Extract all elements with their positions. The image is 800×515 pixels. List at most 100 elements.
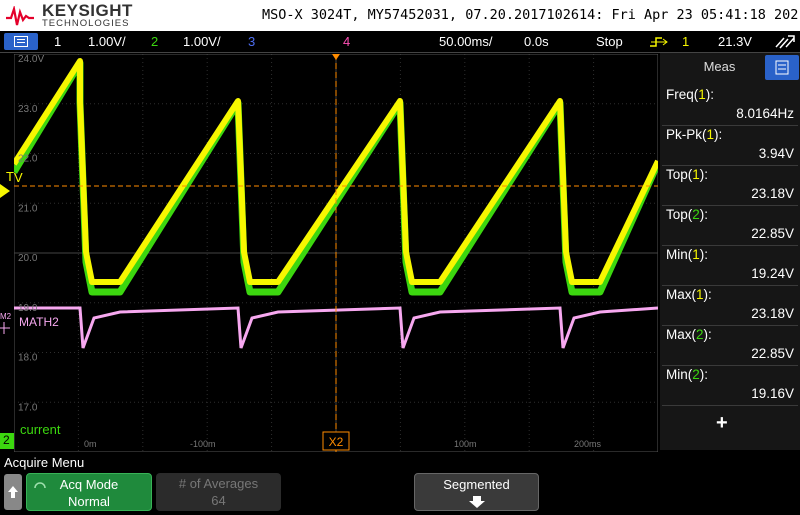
meas-value: 3.94V — [758, 146, 794, 161]
waveform-traces — [14, 58, 658, 349]
ch1-number[interactable]: 1 — [54, 34, 62, 49]
up-arrow-icon — [8, 486, 18, 498]
status-bar: 1 1.00V/ 2 1.00V/ 3 4 50.00ms/ 0.0s Stop… — [0, 31, 800, 53]
meas-value: 22.85V — [751, 346, 794, 361]
meas-label[interactable]: Top(1): — [666, 167, 708, 182]
acq-mode-label: Acq Mode — [59, 477, 119, 492]
meas-label-suffix: ): — [699, 367, 709, 382]
meas-tab[interactable]: Meas — [703, 59, 736, 74]
meas-divider — [662, 165, 798, 166]
time-labels: 0m -100m 100m 200ms — [84, 439, 602, 449]
averages-softkey[interactable]: # of Averages 64 — [156, 473, 281, 511]
segmented-label: Segmented — [443, 477, 510, 492]
meas-channel: 1 — [698, 87, 706, 102]
meas-divider — [662, 245, 798, 246]
voltage-tick-label: 20.0 — [18, 253, 38, 264]
brand-subtitle: TECHNOLOGIES — [42, 18, 130, 29]
device-info: MSO-X 3024T, MY57452031, 07.20.201710261… — [262, 7, 800, 23]
time-tick-label: 0m — [84, 439, 97, 449]
meas-label-text: Min( — [666, 367, 693, 382]
cursor-x2-label: X2 — [329, 435, 344, 449]
meas-divider — [662, 285, 798, 286]
meas-value: 23.18V — [751, 186, 794, 201]
trigger-position-marker[interactable] — [332, 54, 340, 60]
waveform-graticule[interactable]: 24.0V 23.0 22.0 21.0 20.0 19.0 18.0 17.0 0m -100… — [14, 54, 658, 452]
meas-label[interactable]: Freq(1): — [666, 87, 714, 102]
trigger-level-marker[interactable]: T V — [0, 169, 23, 204]
meas-label-suffix: ): — [714, 127, 723, 142]
averages-value: 64 — [211, 493, 226, 508]
ch4-number[interactable]: 4 — [343, 34, 351, 49]
voltage-tick-label: 23.0 — [18, 104, 38, 115]
main-menu-button[interactable] — [4, 33, 38, 50]
rotary-knob-icon — [34, 482, 46, 489]
time-tick-label: 100m — [454, 439, 477, 449]
level-v-marker: V — [14, 170, 23, 185]
meas-label-suffix: ): — [699, 167, 709, 182]
meas-label-suffix: ): — [703, 327, 712, 342]
meas-label-text: Max( — [666, 327, 696, 342]
add-measurement-button[interactable]: + — [716, 412, 728, 434]
acq-mode-softkey[interactable]: Acq Mode Normal — [26, 473, 152, 511]
current-label: current — [20, 422, 61, 437]
meas-divider — [662, 205, 798, 206]
averages-label: # of Averages — [178, 476, 259, 491]
run-state[interactable]: Stop — [596, 34, 623, 49]
meas-label[interactable]: Max(1): — [666, 287, 712, 302]
meas-label-suffix: ): — [705, 87, 715, 102]
meas-channel: 1 — [696, 287, 704, 302]
acq-mode-value: Normal — [68, 494, 110, 509]
down-arrow-icon — [469, 496, 485, 508]
segmented-softkey[interactable]: Segmented — [414, 473, 539, 511]
ch3-number[interactable]: 3 — [248, 34, 256, 49]
math2-label: MATH2 — [19, 315, 59, 329]
cursor-x2-tag[interactable] — [322, 431, 350, 451]
meas-label[interactable]: Min(2): — [666, 367, 708, 382]
trigger-edge-icon[interactable] — [649, 36, 669, 48]
math-channel-tag[interactable]: M2 — [0, 310, 14, 334]
ch1-marker-arrow — [0, 184, 10, 198]
ch2-ground-marker[interactable]: 2 — [0, 433, 14, 449]
voltage-tick-label: 18.0 — [18, 353, 38, 364]
meas-channel: 2 — [692, 367, 700, 382]
meas-channel: 1 — [692, 167, 700, 182]
meas-label-suffix: ): — [699, 207, 709, 222]
meas-channel: 2 — [692, 207, 700, 222]
measurements-panel — [660, 53, 800, 450]
voltage-labels: 24.0V 23.0 22.0 21.0 20.0 19.0 18.0 17.0 — [18, 54, 44, 413]
meas-label-suffix: ): — [703, 287, 712, 302]
time-tick-label: -100m — [190, 439, 216, 449]
meas-channel: 1 — [706, 127, 715, 142]
trigger-channel[interactable]: 1 — [682, 34, 690, 49]
meas-value: 19.16V — [751, 386, 794, 401]
trigger-level[interactable]: 21.3V — [718, 34, 752, 49]
panel-menu-icon — [775, 60, 789, 75]
meas-divider — [662, 365, 798, 366]
timebase-scale[interactable]: 50.00ms/ — [439, 34, 493, 49]
ch2-number[interactable]: 2 — [151, 34, 159, 49]
meas-label-suffix: ): — [699, 247, 709, 262]
meas-divider — [662, 405, 798, 406]
math2-waveform — [14, 306, 658, 349]
meas-label[interactable]: Max(2): — [666, 327, 712, 342]
voltage-tick-label: 24.0V — [18, 54, 44, 65]
keysight-logo — [6, 6, 34, 26]
meas-channel: 2 — [696, 327, 704, 342]
meas-panel-menu-button[interactable] — [765, 55, 799, 80]
ch2-scale[interactable]: 1.00V/ — [183, 34, 221, 49]
meas-label[interactable]: Pk-Pk(1): — [666, 127, 722, 142]
meas-value: 8.0164Hz — [736, 106, 794, 121]
math-tag-text: M2 — [0, 312, 12, 321]
meas-label-text: Top( — [666, 167, 693, 182]
menu-icon — [14, 36, 28, 47]
horizontal-delay[interactable]: 0.0s — [524, 34, 549, 49]
meas-label-text: Top( — [666, 207, 693, 222]
meas-label[interactable]: Min(1): — [666, 247, 708, 262]
meas-label-text: Pk-Pk( — [666, 127, 707, 142]
meas-value: 23.18V — [751, 306, 794, 321]
voltage-tick-label: 19.0 — [18, 303, 38, 314]
meas-label[interactable]: Top(2): — [666, 207, 708, 222]
back-button[interactable] — [4, 474, 22, 510]
touch-lock-icon[interactable] — [774, 34, 796, 50]
ch1-scale[interactable]: 1.00V/ — [88, 34, 126, 49]
